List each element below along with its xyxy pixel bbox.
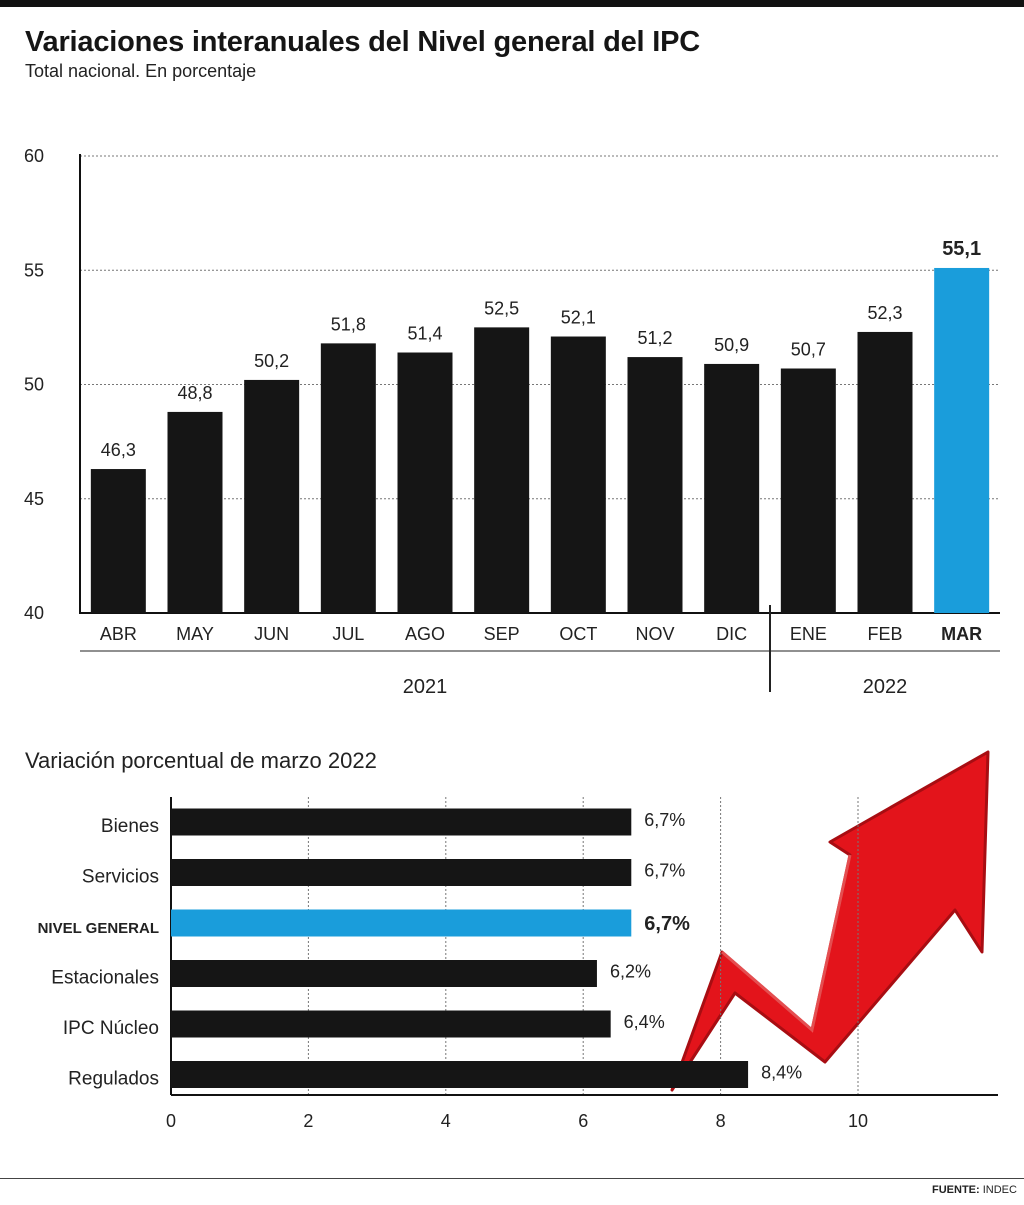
bar [171, 1061, 749, 1088]
bar [627, 357, 683, 613]
category-label: NIVEL GENERAL [38, 920, 159, 937]
data-label: 55,1 [942, 238, 981, 260]
bar [474, 327, 530, 613]
y-tick-label: 50 [24, 375, 44, 395]
chart-title: Variaciones interanuales del Nivel gener… [25, 26, 701, 58]
category-label: IPC Núcleo [63, 1018, 159, 1039]
x-tick-label: MAY [176, 624, 214, 644]
bar [90, 469, 146, 613]
bar [704, 363, 760, 613]
bar [171, 808, 632, 836]
y-tick-label: 40 [24, 603, 44, 623]
data-label: 52,1 [561, 308, 596, 328]
arrow-highlight [721, 854, 852, 1033]
data-label: 50,7 [791, 340, 826, 360]
y-tick-label: 55 [24, 260, 44, 280]
data-label: 52,5 [484, 298, 519, 318]
bar [171, 960, 597, 987]
bar [857, 331, 913, 613]
x-tick-label: 10 [848, 1111, 868, 1131]
bar [171, 859, 632, 886]
category-label: Bienes [101, 816, 159, 837]
x-tick-label: 2 [303, 1111, 313, 1131]
x-tick-label: AGO [405, 624, 445, 644]
x-tick-label: 4 [441, 1111, 451, 1131]
bar [244, 379, 300, 613]
x-tick-label: ABR [100, 624, 137, 644]
bar [171, 1010, 611, 1038]
year-label: 2021 [403, 676, 448, 698]
footer-rule [0, 1178, 1024, 1179]
bar [171, 909, 632, 937]
bar [780, 368, 836, 613]
bar [167, 411, 223, 613]
data-label: 50,2 [254, 351, 289, 371]
x-tick-label: SEP [484, 624, 520, 644]
bar [550, 336, 606, 613]
x-tick-label: ENE [790, 624, 827, 644]
x-tick-label: 0 [166, 1111, 176, 1131]
data-label: 51,8 [331, 314, 366, 334]
source-note: FUENTE: INDEC [932, 1184, 1017, 1196]
bar [934, 267, 990, 613]
top-rule [0, 0, 1024, 7]
chart-subtitle: Total nacional. En porcentaje [25, 61, 257, 81]
data-label: 6,7% [644, 810, 685, 830]
data-label: 6,7% [644, 861, 685, 881]
data-label: 46,3 [101, 440, 136, 460]
y-tick-label: 60 [24, 146, 44, 166]
secondary-chart-title: Variación porcentual de marzo 2022 [25, 748, 377, 773]
x-tick-label: MAR [941, 624, 982, 644]
data-label: 6,4% [624, 1012, 665, 1032]
data-label: 51,4 [407, 324, 442, 344]
x-tick-label: JUN [254, 624, 289, 644]
x-tick-label: JUL [332, 624, 364, 644]
data-label: 50,9 [714, 335, 749, 355]
data-label: 51,2 [637, 328, 672, 348]
source-value: INDEC [982, 1184, 1017, 1196]
year-label: 2022 [863, 676, 908, 698]
category-label: Servicios [82, 867, 159, 888]
y-tick-label: 45 [24, 489, 44, 509]
x-tick-label: 6 [578, 1111, 588, 1131]
x-tick-label: 8 [716, 1111, 726, 1131]
source-label: FUENTE: [932, 1184, 980, 1196]
bar [320, 343, 376, 613]
red-arrow-icon [670, 750, 990, 1092]
category-label: Estacionales [51, 968, 159, 989]
data-label: 48,8 [177, 383, 212, 403]
data-label: 6,7% [644, 913, 690, 935]
data-label: 8,4% [761, 1063, 802, 1083]
x-tick-label: NOV [635, 624, 674, 644]
x-tick-label: DIC [716, 624, 747, 644]
category-label: Regulados [68, 1069, 159, 1090]
bar [397, 352, 453, 613]
x-tick-label: FEB [867, 624, 902, 644]
data-label: 52,3 [867, 303, 902, 323]
data-label: 6,2% [610, 962, 651, 982]
x-tick-label: OCT [559, 624, 597, 644]
